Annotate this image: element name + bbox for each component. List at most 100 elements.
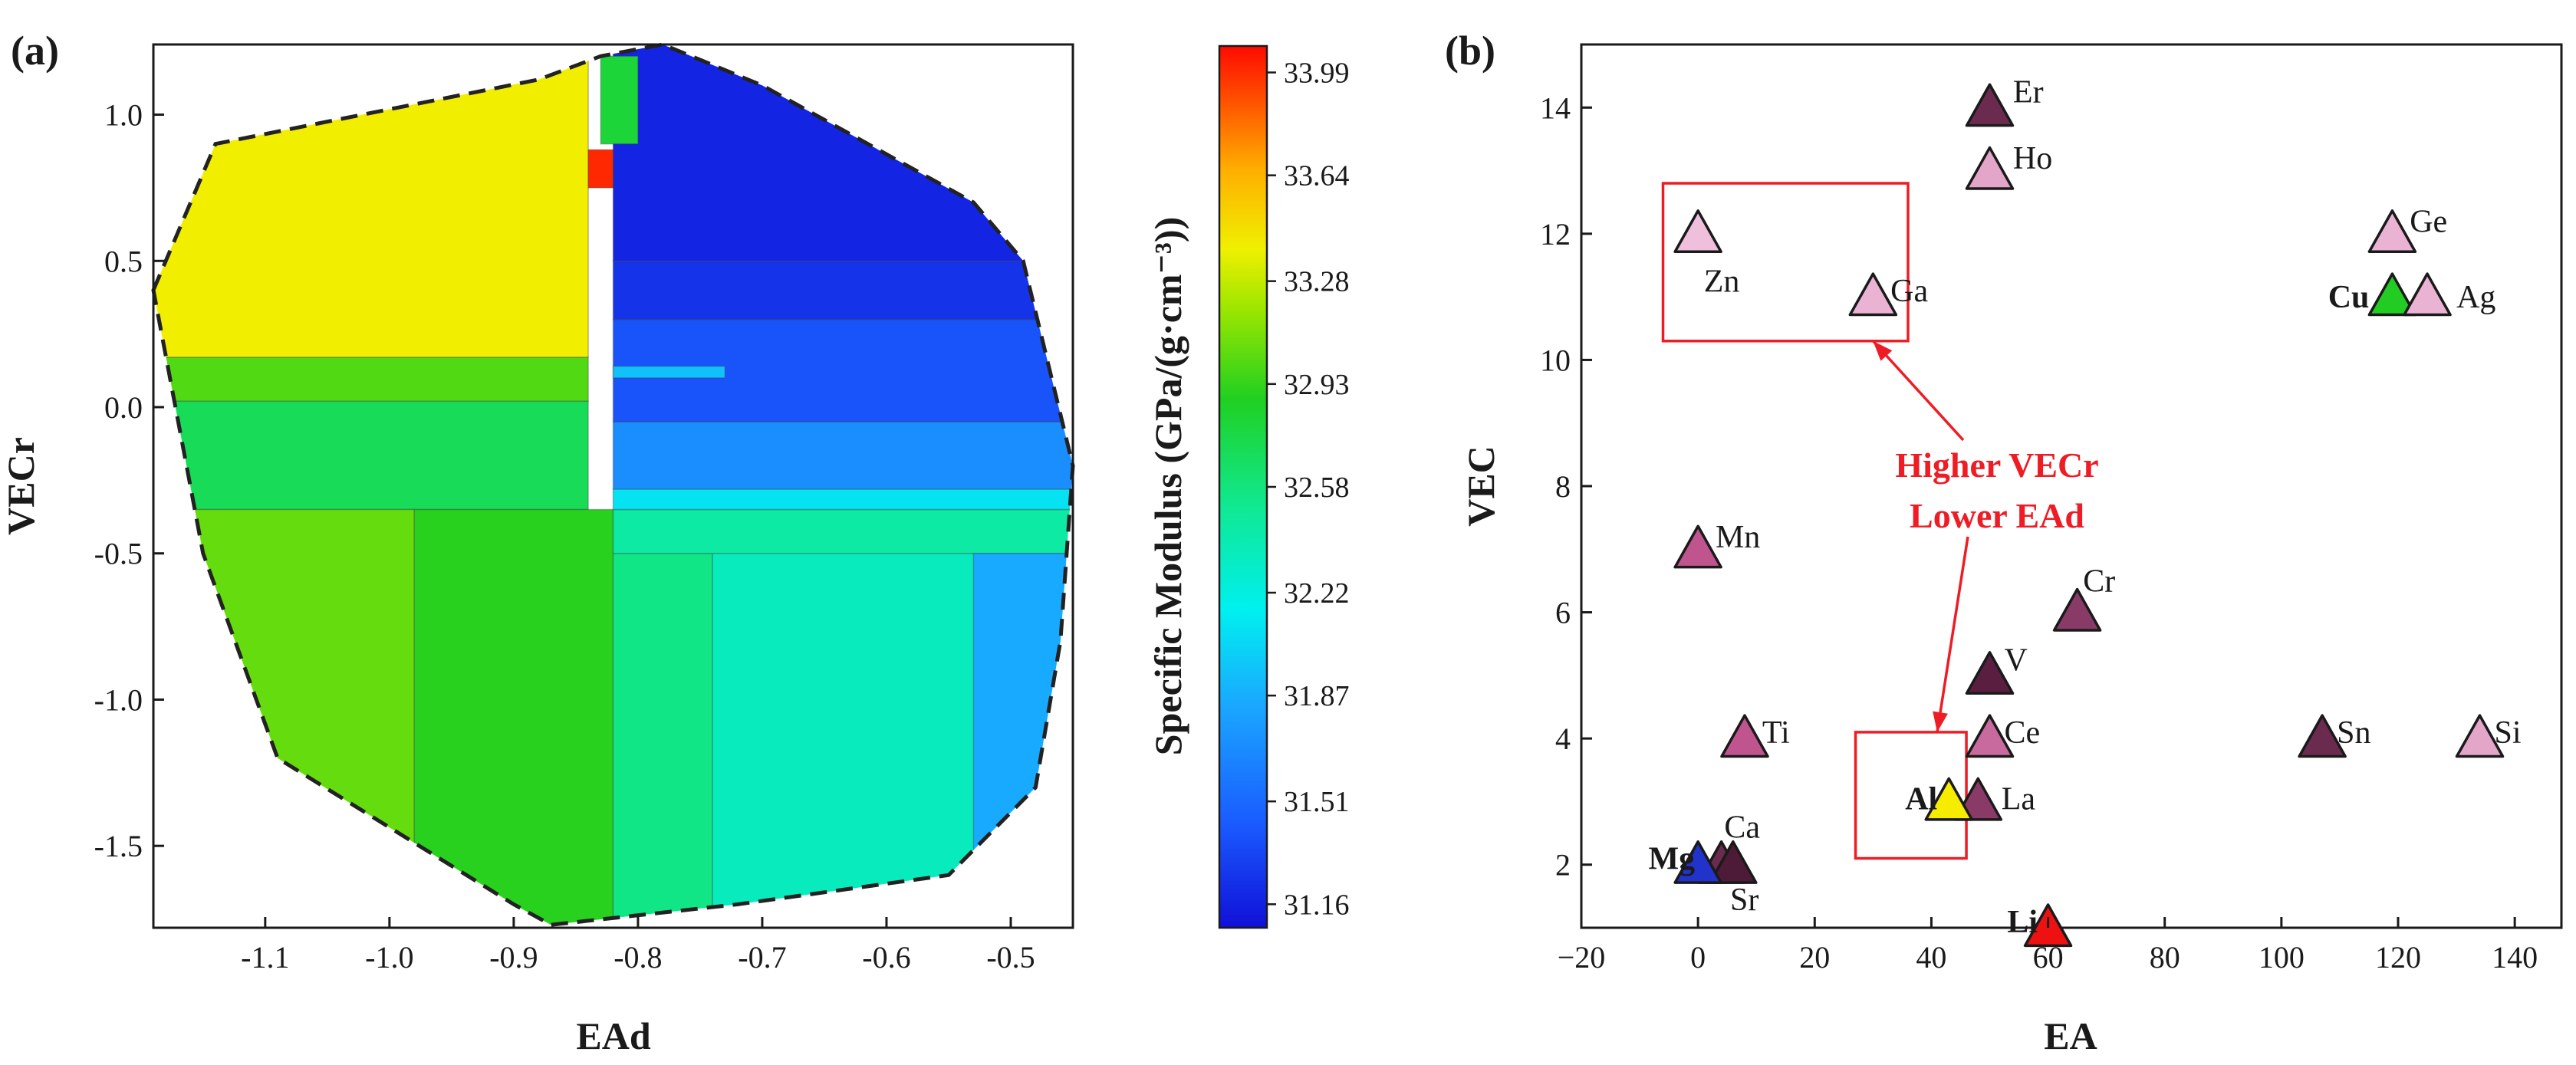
- cb-tick-label: 31.16: [1284, 889, 1350, 921]
- b-ytick-label: 4: [1555, 722, 1571, 756]
- a-ytick-label: 1.0: [104, 98, 143, 133]
- panel-b-y-ticks: 2 4 6 8 10 12 14: [1540, 90, 1592, 883]
- triangle-marker: [1965, 146, 2015, 190]
- point-label: Ti: [1762, 715, 1790, 751]
- point-label: Ga: [1890, 274, 1928, 309]
- cb-tick-label: 31.87: [1284, 680, 1350, 712]
- point-zn: Zn: [1673, 209, 1740, 300]
- triangle-marker: [1924, 777, 1973, 821]
- point-label: Zn: [1704, 265, 1740, 300]
- arrow-to-upper-box-head: [1873, 340, 1893, 361]
- annotation-arrows: [1872, 340, 1969, 733]
- point-label: Al: [1905, 781, 1937, 817]
- triangle-marker: [1673, 840, 1722, 884]
- point-mn: Mn: [1673, 520, 1760, 569]
- triangle-marker: [1848, 272, 1898, 317]
- b-ytick-label: 12: [1540, 217, 1571, 251]
- triangle-marker: [2367, 209, 2417, 254]
- heatmap-region-16: [600, 55, 639, 145]
- annotation-line-2: Lower EAd: [1910, 496, 2084, 535]
- point-sn: Sn: [2298, 714, 2370, 758]
- point-si: Si: [2455, 714, 2522, 758]
- a-xtick-label: -0.5: [986, 940, 1035, 975]
- b-xtick-label: 100: [2259, 940, 2305, 975]
- colorbar-gradient: [1218, 44, 1268, 929]
- heatmap-region-2: [153, 400, 589, 511]
- point-ti: Ti: [1720, 714, 1790, 758]
- point-ga: Ga: [1848, 272, 1929, 317]
- panel-b-y-label: VEC: [1459, 445, 1502, 527]
- a-xtick-label: -1.0: [365, 940, 413, 975]
- heatmap-region-0: [153, 44, 589, 358]
- cb-tick-label: 33.64: [1284, 160, 1350, 192]
- point-v: V: [1965, 643, 2028, 695]
- arrow-to-lower-box-shaft: [1936, 536, 1969, 733]
- heatmap-region-1: [153, 357, 589, 403]
- point-label: Sn: [2337, 715, 2370, 751]
- b-xtick-label: 140: [2492, 940, 2538, 975]
- heatmap-region-7: [612, 508, 1073, 554]
- a-xtick-label: -0.7: [738, 940, 786, 975]
- point-er: Er: [1965, 75, 2044, 127]
- highlight-boxes: [1661, 182, 1968, 860]
- point-sr: Sr: [1709, 840, 1758, 918]
- b-xtick-label: −20: [1558, 940, 1606, 975]
- triangle-marker: [2298, 714, 2347, 758]
- a-xtick-label: -0.6: [862, 940, 910, 975]
- heatmap-region-8: [612, 488, 1073, 511]
- panel-a: (a) -1.1 -1.0 -0.9 -0.8 -0.7 -0.6 -0.5 1.0 0.5 0…: [0, 28, 1075, 1057]
- point-label: Li: [2007, 905, 2038, 940]
- triangle-marker: [1965, 714, 2015, 758]
- a-xtick-label: -0.8: [614, 940, 662, 975]
- a-xtick-label: -1.1: [241, 940, 289, 975]
- point-label: Ce: [2005, 715, 2041, 751]
- cb-tick-label: 32.93: [1284, 369, 1350, 401]
- point-label: Ca: [1724, 810, 1760, 845]
- triangle-marker: [1965, 651, 2015, 695]
- a-xtick-label: -0.9: [489, 940, 538, 975]
- point-label: Sr: [1730, 883, 1758, 918]
- b-ytick-label: 10: [1540, 343, 1571, 377]
- cb-tick-label: 32.22: [1284, 577, 1350, 610]
- b-xtick-label: 60: [2033, 940, 2064, 975]
- cb-tick-label: 33.99: [1284, 58, 1350, 90]
- b-xtick-label: 40: [1916, 940, 1946, 975]
- cb-tick-label: 31.51: [1284, 786, 1350, 818]
- heatmap-region-9: [972, 552, 1073, 925]
- heatmap-region-3: [153, 508, 416, 925]
- b-xtick-label: 20: [1799, 940, 1830, 975]
- heatmap-region-5: [612, 552, 713, 925]
- colorbar-ticks: 33.99 33.64 33.28 32.93 32.58 32.22 31.87 31.51…: [1267, 58, 1350, 921]
- b-ytick-label: 8: [1555, 469, 1571, 504]
- a-ytick-label: -1.5: [94, 829, 143, 863]
- point-label: Ho: [2013, 141, 2052, 176]
- triangle-marker: [1965, 83, 2015, 127]
- triangle-marker: [1673, 209, 1722, 254]
- b-xtick-label: 80: [2150, 940, 2180, 975]
- point-label: Cu: [2328, 280, 2370, 315]
- triangle-marker: [1673, 524, 1722, 569]
- point-label: Er: [2013, 75, 2044, 110]
- panel-b: (b) Higher VECr Lower EAd Er Ho Zn Ga Ge Cu Ag…: [1445, 28, 2563, 1057]
- panel-b-x-label: EA: [2044, 1014, 2097, 1057]
- point-label: La: [2002, 781, 2036, 817]
- panel-b-x-ticks: −20 0 20 40 60 80 100 120 140: [1558, 917, 2538, 975]
- panel-a-label: (a): [11, 28, 59, 74]
- heatmap-region-14: [612, 365, 726, 379]
- panel-a-frame: [152, 43, 1074, 929]
- triangle-marker: [2403, 272, 2452, 317]
- b-xtick-label: 120: [2375, 940, 2421, 975]
- a-ytick-label: 0.5: [104, 244, 143, 278]
- point-ge: Ge: [2367, 204, 2447, 254]
- point-label: Ge: [2410, 204, 2447, 239]
- point-mg: Mg: [1648, 840, 1722, 884]
- a-ytick-label: -1.0: [94, 682, 143, 717]
- cb-tick-label: 32.58: [1284, 472, 1350, 504]
- b-ytick-label: 2: [1555, 848, 1571, 883]
- point-al: Al: [1905, 777, 1973, 821]
- arrow-to-upper-box-shaft: [1872, 340, 1965, 442]
- point-label: Mg: [1648, 841, 1695, 876]
- colorbar-label: Specific Modulus (GPa/(g·cm⁻³)): [1147, 217, 1189, 755]
- point-cr: Cr: [2052, 564, 2115, 632]
